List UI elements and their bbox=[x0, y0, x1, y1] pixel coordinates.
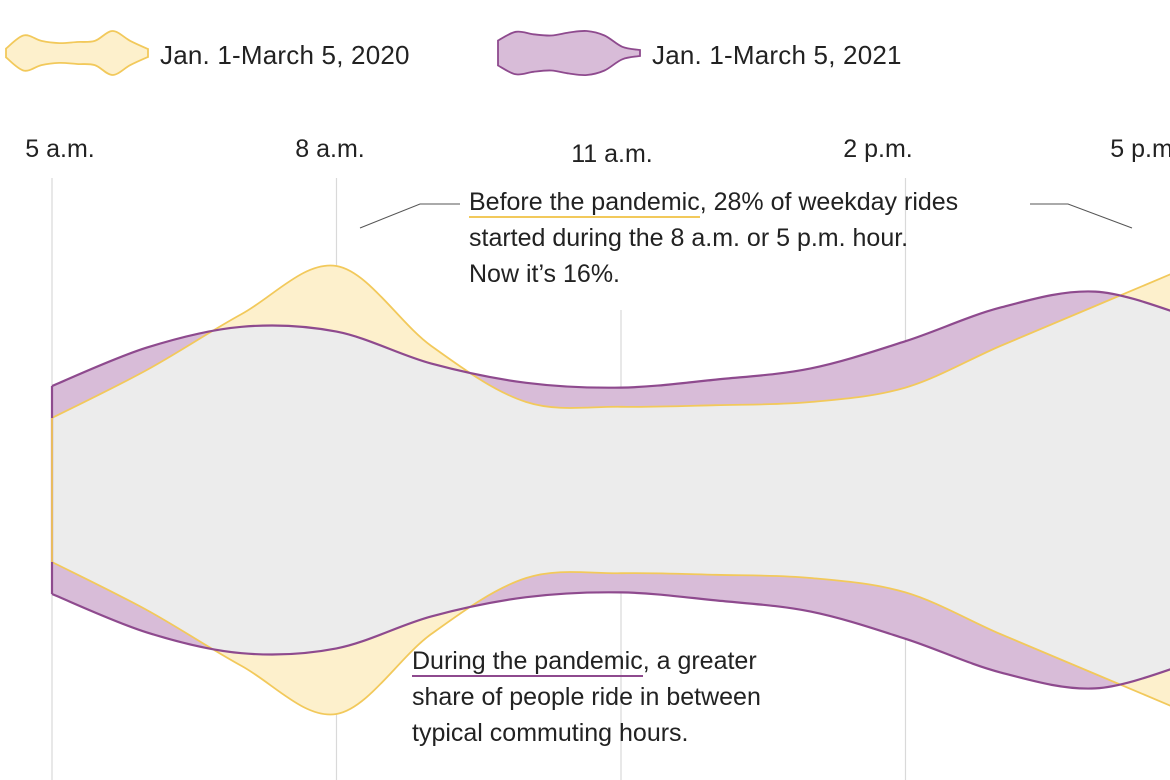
annotation-bottom-underlined: During the pandemic bbox=[412, 647, 643, 677]
violin-2020-top-outline bbox=[51, 264, 1170, 419]
violin-shapes bbox=[50, 264, 1170, 716]
annotation-top-underlined: Before the pandemic bbox=[469, 188, 700, 218]
leader-line-8am bbox=[359, 203, 460, 229]
annotation-during-pandemic: During the pandemic, a greater share of … bbox=[412, 643, 761, 751]
annotation-top-line2: started during the 8 a.m. or 5 p.m. hour… bbox=[469, 224, 909, 252]
tick-label-5am: 5 a.m. bbox=[25, 135, 95, 163]
annotation-top-line3: Now it’s 16%. bbox=[469, 260, 620, 288]
annotation-bottom-line3: typical commuting hours. bbox=[412, 719, 689, 747]
leader-line-5pm bbox=[1030, 203, 1133, 229]
annotation-before-pandemic: Before the pandemic, 28% of weekday ride… bbox=[469, 184, 958, 292]
annotation-bottom-line1: , a greater bbox=[642, 647, 757, 675]
tick-label-5pm: 5 p.m. bbox=[1110, 135, 1170, 163]
legend-item-2021: Jan. 1-March 5, 2021 bbox=[652, 30, 902, 80]
legend-icon-2021 bbox=[497, 29, 641, 77]
violin-overlap-fill bbox=[52, 291, 1170, 689]
annotation-leader-lines bbox=[359, 203, 1133, 229]
legend-icon-2020 bbox=[5, 30, 149, 76]
tick-label-8am: 8 a.m. bbox=[295, 135, 365, 163]
violin-2021-top-outline bbox=[51, 290, 1170, 389]
tick-label-2pm: 2 p.m. bbox=[843, 135, 913, 163]
legend-label-2021: Jan. 1-March 5, 2021 bbox=[652, 39, 902, 70]
tick-label-11am: 11 a.m. bbox=[571, 140, 653, 168]
legend: Jan. 1-March 5, 2020 Jan. 1-March 5, 202… bbox=[0, 30, 1170, 80]
annotation-top-line1: , 28% of weekday rides bbox=[699, 188, 959, 216]
violin-2020-bottom-outline bbox=[51, 561, 1170, 716]
legend-label-2020: Jan. 1-March 5, 2020 bbox=[160, 39, 410, 70]
legend-item-2020: Jan. 1-March 5, 2020 bbox=[160, 30, 410, 80]
annotation-bottom-line2: share of people ride in between bbox=[412, 683, 761, 711]
violin-2021-bottom-outline bbox=[51, 591, 1170, 690]
legend-icons bbox=[5, 29, 641, 77]
